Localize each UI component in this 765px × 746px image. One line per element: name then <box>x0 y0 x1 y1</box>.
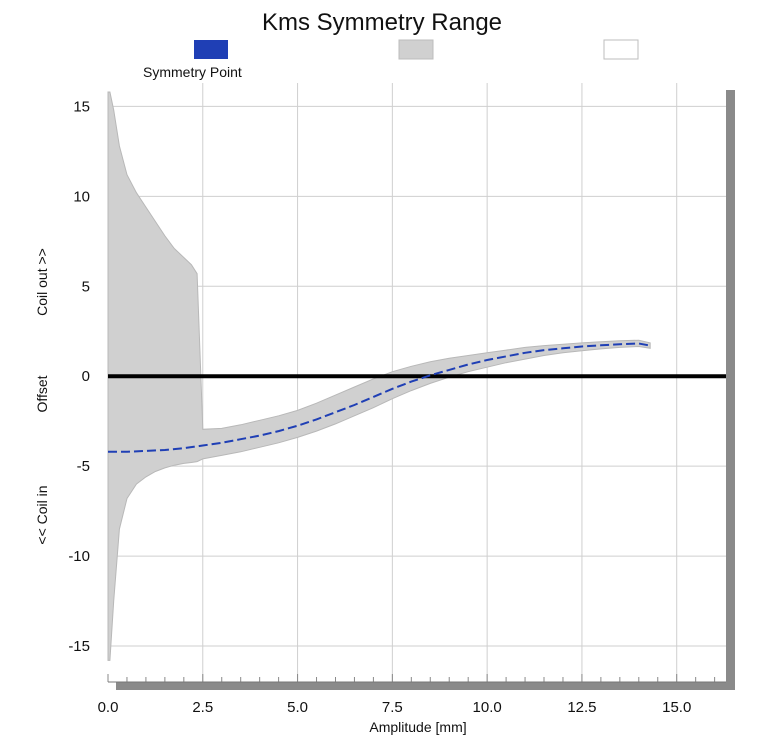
y-tick-label: -5 <box>77 458 90 475</box>
y-tick-label: 15 <box>73 98 90 115</box>
x-minor-ticks <box>107 674 716 682</box>
x-tick-label: 2.5 <box>192 699 213 716</box>
symmetry-line-layer <box>108 342 651 453</box>
legend-swatch-empty <box>603 39 639 60</box>
legend-swatch-range <box>398 39 434 60</box>
plot-shadow-right <box>726 90 735 690</box>
x-tick-label: 7.5 <box>382 699 403 716</box>
y-axis-label-coil-out: Coil out >> <box>34 248 50 316</box>
y-tick-label: -10 <box>68 548 90 565</box>
x-axis-label: Amplitude [mm] <box>369 719 466 735</box>
y-tick-label: 10 <box>73 188 90 205</box>
x-tick-label: 15.0 <box>662 699 691 716</box>
x-tick-label: 10.0 <box>473 699 502 716</box>
y-axis-label-offset: Offset <box>34 375 50 412</box>
y-tick-label: 0 <box>82 368 90 385</box>
x-tick-label: 5.0 <box>287 699 308 716</box>
x-tick-label: 0.0 <box>98 699 119 716</box>
legend-swatch-symmetry-point <box>194 40 228 59</box>
x-tick-labels: 0.0 2.5 5.0 7.5 10.0 12.5 15.0 <box>98 699 692 716</box>
plot-shadow-bottom <box>116 682 735 690</box>
y-axis-label-coil-in: << Coil in <box>34 485 50 544</box>
y-tick-label: 5 <box>82 278 90 295</box>
chart-title: Kms Symmetry Range <box>262 9 502 36</box>
x-tick-label: 12.5 <box>567 699 596 716</box>
legend-label-symmetry-point: Symmetry Point <box>143 64 242 80</box>
symmetry-point-line <box>108 342 651 453</box>
y-tick-label: -15 <box>68 638 90 655</box>
y-tick-labels: 15 10 5 0 -5 -10 -15 <box>68 98 90 655</box>
